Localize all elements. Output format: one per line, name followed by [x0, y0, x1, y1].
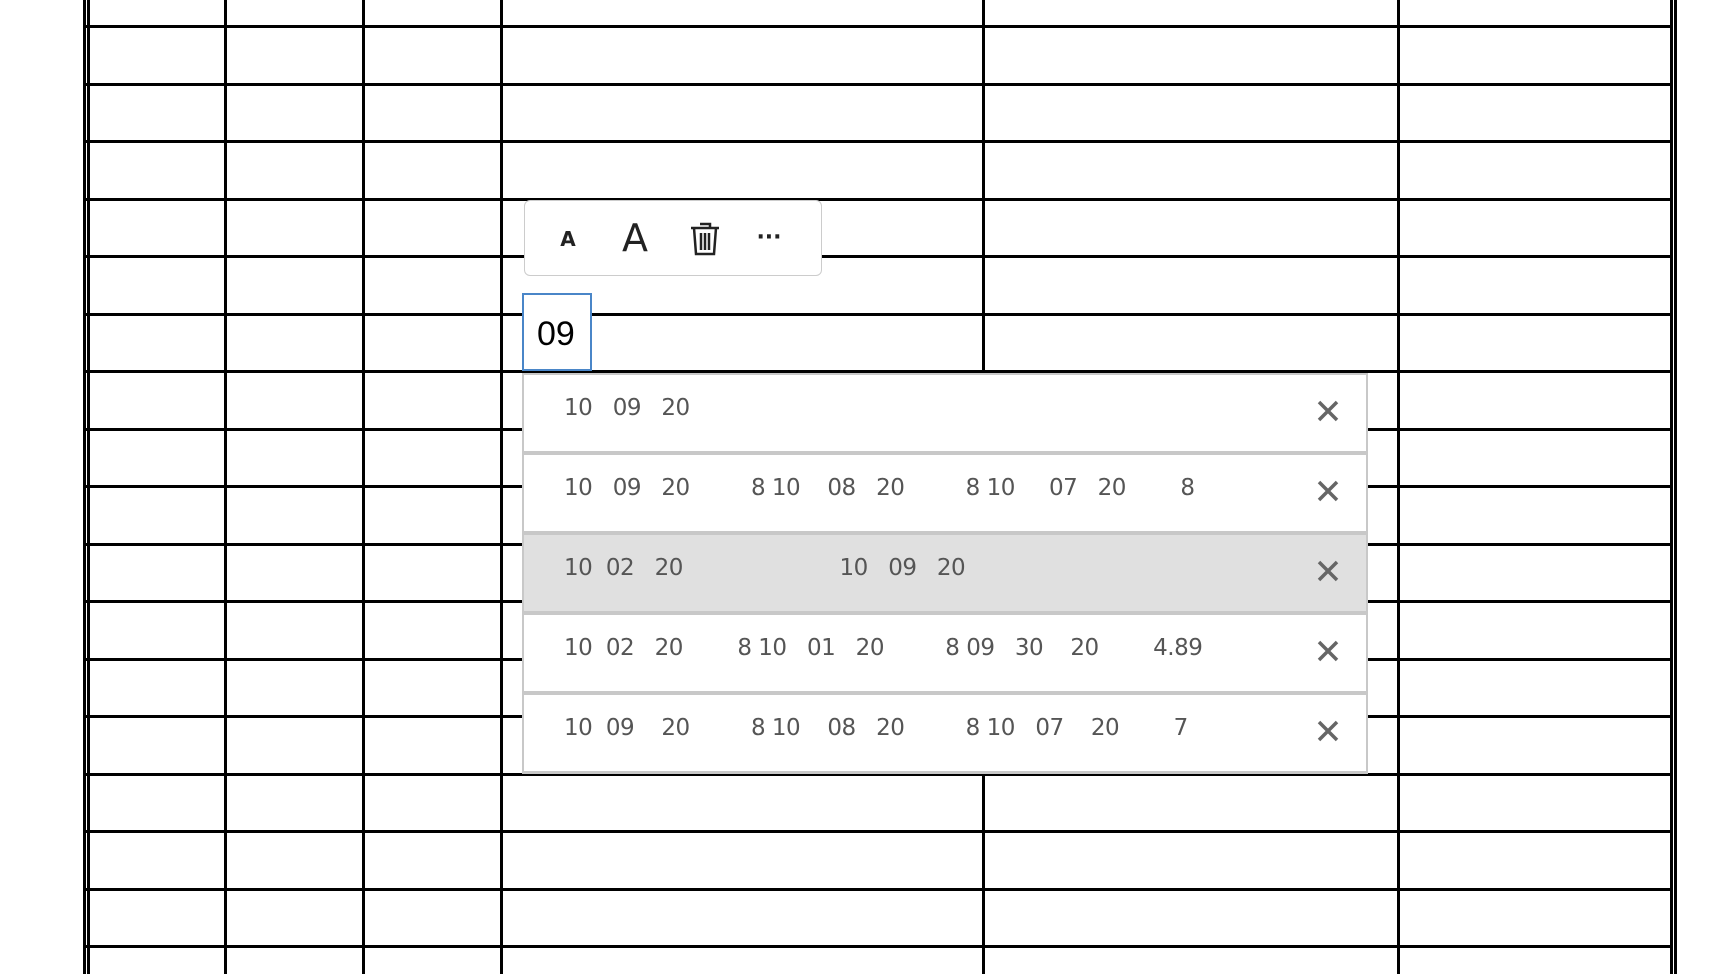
close-icon — [1317, 400, 1339, 422]
close-icon — [1317, 480, 1339, 502]
cell-format-toolbar: A A ··· — [524, 200, 822, 276]
remove-suggestion-button[interactable] — [1310, 553, 1346, 589]
suggestion-item[interactable]: 10 09 20 8 10 08 20 8 10 07 20 7 — [524, 695, 1366, 771]
grid-row-line — [86, 312, 1672, 316]
suggestion-text: 10 09 20 8 10 08 20 8 10 07 20 7 — [564, 715, 1188, 741]
grid-row-line — [86, 82, 1672, 86]
grid-row-line — [86, 140, 1672, 143]
close-icon — [1317, 720, 1339, 742]
delete-button[interactable] — [685, 219, 725, 259]
grid-column-line — [1674, 0, 1677, 974]
remove-suggestion-button[interactable] — [1310, 393, 1346, 429]
more-options-button[interactable]: ··· — [756, 224, 782, 250]
grid-row-line — [86, 830, 1672, 833]
grid-row-line — [86, 945, 1672, 948]
grid-column-line — [83, 0, 86, 974]
suggestion-item[interactable]: 10 02 20 10 09 20 — [524, 535, 1366, 611]
trash-icon — [691, 222, 719, 256]
remove-suggestion-button[interactable] — [1310, 473, 1346, 509]
increase-font-size-button[interactable]: A — [622, 216, 648, 260]
remove-suggestion-button[interactable] — [1310, 713, 1346, 749]
grid-row-line — [86, 197, 1672, 201]
suggestion-text: 10 02 20 10 09 20 — [564, 555, 966, 581]
remove-suggestion-button[interactable] — [1310, 633, 1346, 669]
suggestion-text: 10 02 20 8 10 01 20 8 09 30 20 4.89 — [564, 635, 1203, 661]
suggestion-item[interactable]: 10 09 20 — [524, 375, 1366, 451]
autocomplete-dropdown: 10 09 20 10 09 20 8 10 08 20 8 10 07 20 8… — [522, 373, 1368, 774]
suggestion-item[interactable]: 10 02 20 8 10 01 20 8 09 30 20 4.89 — [524, 615, 1366, 691]
grid-row-line — [86, 887, 1672, 891]
grid-row-line — [86, 255, 1672, 258]
grid-row-line — [86, 772, 1672, 776]
cell-editor-input[interactable]: 09 — [522, 293, 592, 371]
suggestion-text: 10 09 20 8 10 08 20 8 10 07 20 8 — [564, 475, 1195, 501]
suggestion-item[interactable]: 10 09 20 8 10 08 20 8 10 07 20 8 — [524, 455, 1366, 531]
close-icon — [1317, 560, 1339, 582]
close-icon — [1317, 640, 1339, 662]
decrease-font-size-button[interactable]: A — [560, 227, 576, 251]
grid-row-line — [86, 370, 1672, 373]
grid-row-line — [86, 25, 1672, 28]
suggestion-text: 10 09 20 — [564, 395, 690, 421]
